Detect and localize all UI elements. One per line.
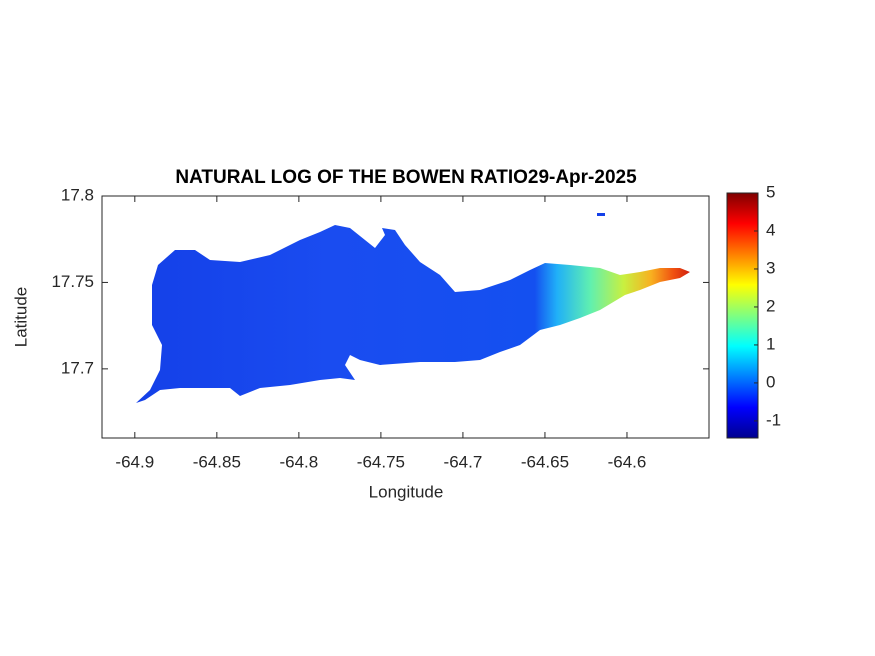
chart-title: NATURAL LOG OF THE BOWEN RATIO29-Apr-202… <box>175 167 637 188</box>
colorbar-tick-label: 5 <box>766 182 775 201</box>
y-tick-label: 17.8 <box>61 185 94 204</box>
x-tick-label: -64.7 <box>444 452 483 471</box>
colorbar <box>726 192 759 439</box>
y-tick-label: 17.75 <box>51 272 94 291</box>
y-axis-label: Latitude <box>11 287 30 348</box>
colorbar-tick-label: 4 <box>766 220 775 239</box>
colorbar-tick-label: 0 <box>766 372 775 391</box>
islet <box>597 213 605 216</box>
y-tick-label: 17.7 <box>61 358 94 377</box>
x-tick-label: -64.8 <box>279 452 318 471</box>
x-tick-label: -64.75 <box>357 452 405 471</box>
colorbar-tick-label: 1 <box>766 334 775 353</box>
colorbar-tick-label: 3 <box>766 258 775 277</box>
x-tick-label: -64.85 <box>193 452 241 471</box>
colorbar-tick-label: -1 <box>766 410 781 429</box>
x-tick-label: -64.65 <box>521 452 569 471</box>
colorbar-tick-label: 2 <box>766 296 775 315</box>
x-axis-label: Longitude <box>369 482 444 501</box>
x-tick-label: -64.6 <box>608 452 647 471</box>
island <box>136 225 690 403</box>
plot-frame <box>101 195 710 439</box>
x-tick-label: -64.9 <box>115 452 154 471</box>
